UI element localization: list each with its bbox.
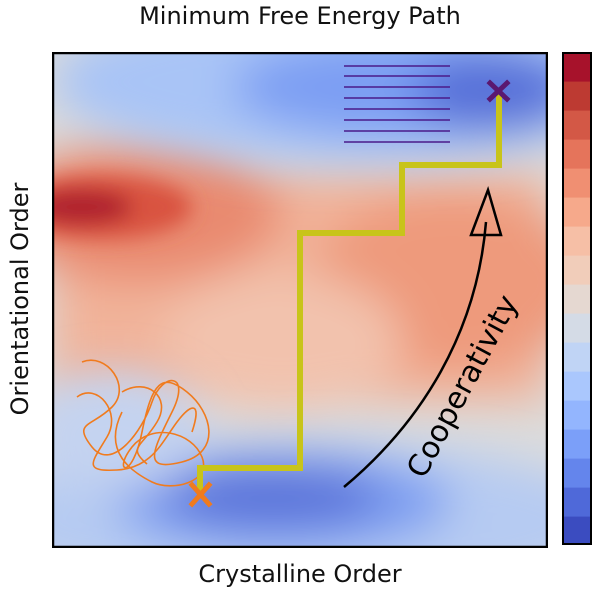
colorbar-segment	[562, 255, 592, 285]
free-energy-landscape: Cooperativity	[52, 52, 548, 548]
start-marker-icon	[188, 481, 213, 508]
figure-title: Minimum Free Energy Path	[139, 2, 461, 30]
x-axis-label: Crystalline Order	[198, 560, 402, 588]
end-marker-icon	[486, 79, 511, 103]
colorbar-segments	[562, 52, 592, 545]
colorbar-segment	[562, 342, 592, 372]
colorbar-segment	[562, 429, 592, 459]
arrowhead-icon	[469, 186, 503, 237]
crystal-lamellae-icon	[344, 65, 450, 143]
heatmap	[52, 52, 548, 548]
colorbar-segment	[562, 458, 592, 488]
polymer-coil-icon	[76, 359, 210, 487]
colorbar-segment	[562, 371, 592, 401]
colorbar-segment	[562, 400, 592, 430]
colorbar-segment	[562, 284, 592, 314]
colorbar-segment	[562, 487, 592, 517]
colorbar-segment	[562, 52, 592, 82]
minimum-energy-path	[197, 92, 502, 495]
y-axis-label: Orientational Order	[6, 182, 34, 416]
colorbar-segment	[562, 226, 592, 256]
colorbar	[562, 52, 592, 545]
colorbar-segment	[562, 168, 592, 198]
cooperativity-arrow	[343, 221, 488, 488]
colorbar-segment	[562, 516, 592, 545]
colorbar-segment	[562, 313, 592, 343]
colorbar-segment	[562, 81, 592, 111]
colorbar-segment	[562, 110, 592, 140]
colorbar-segment	[562, 197, 592, 227]
colorbar-segment	[562, 139, 592, 169]
